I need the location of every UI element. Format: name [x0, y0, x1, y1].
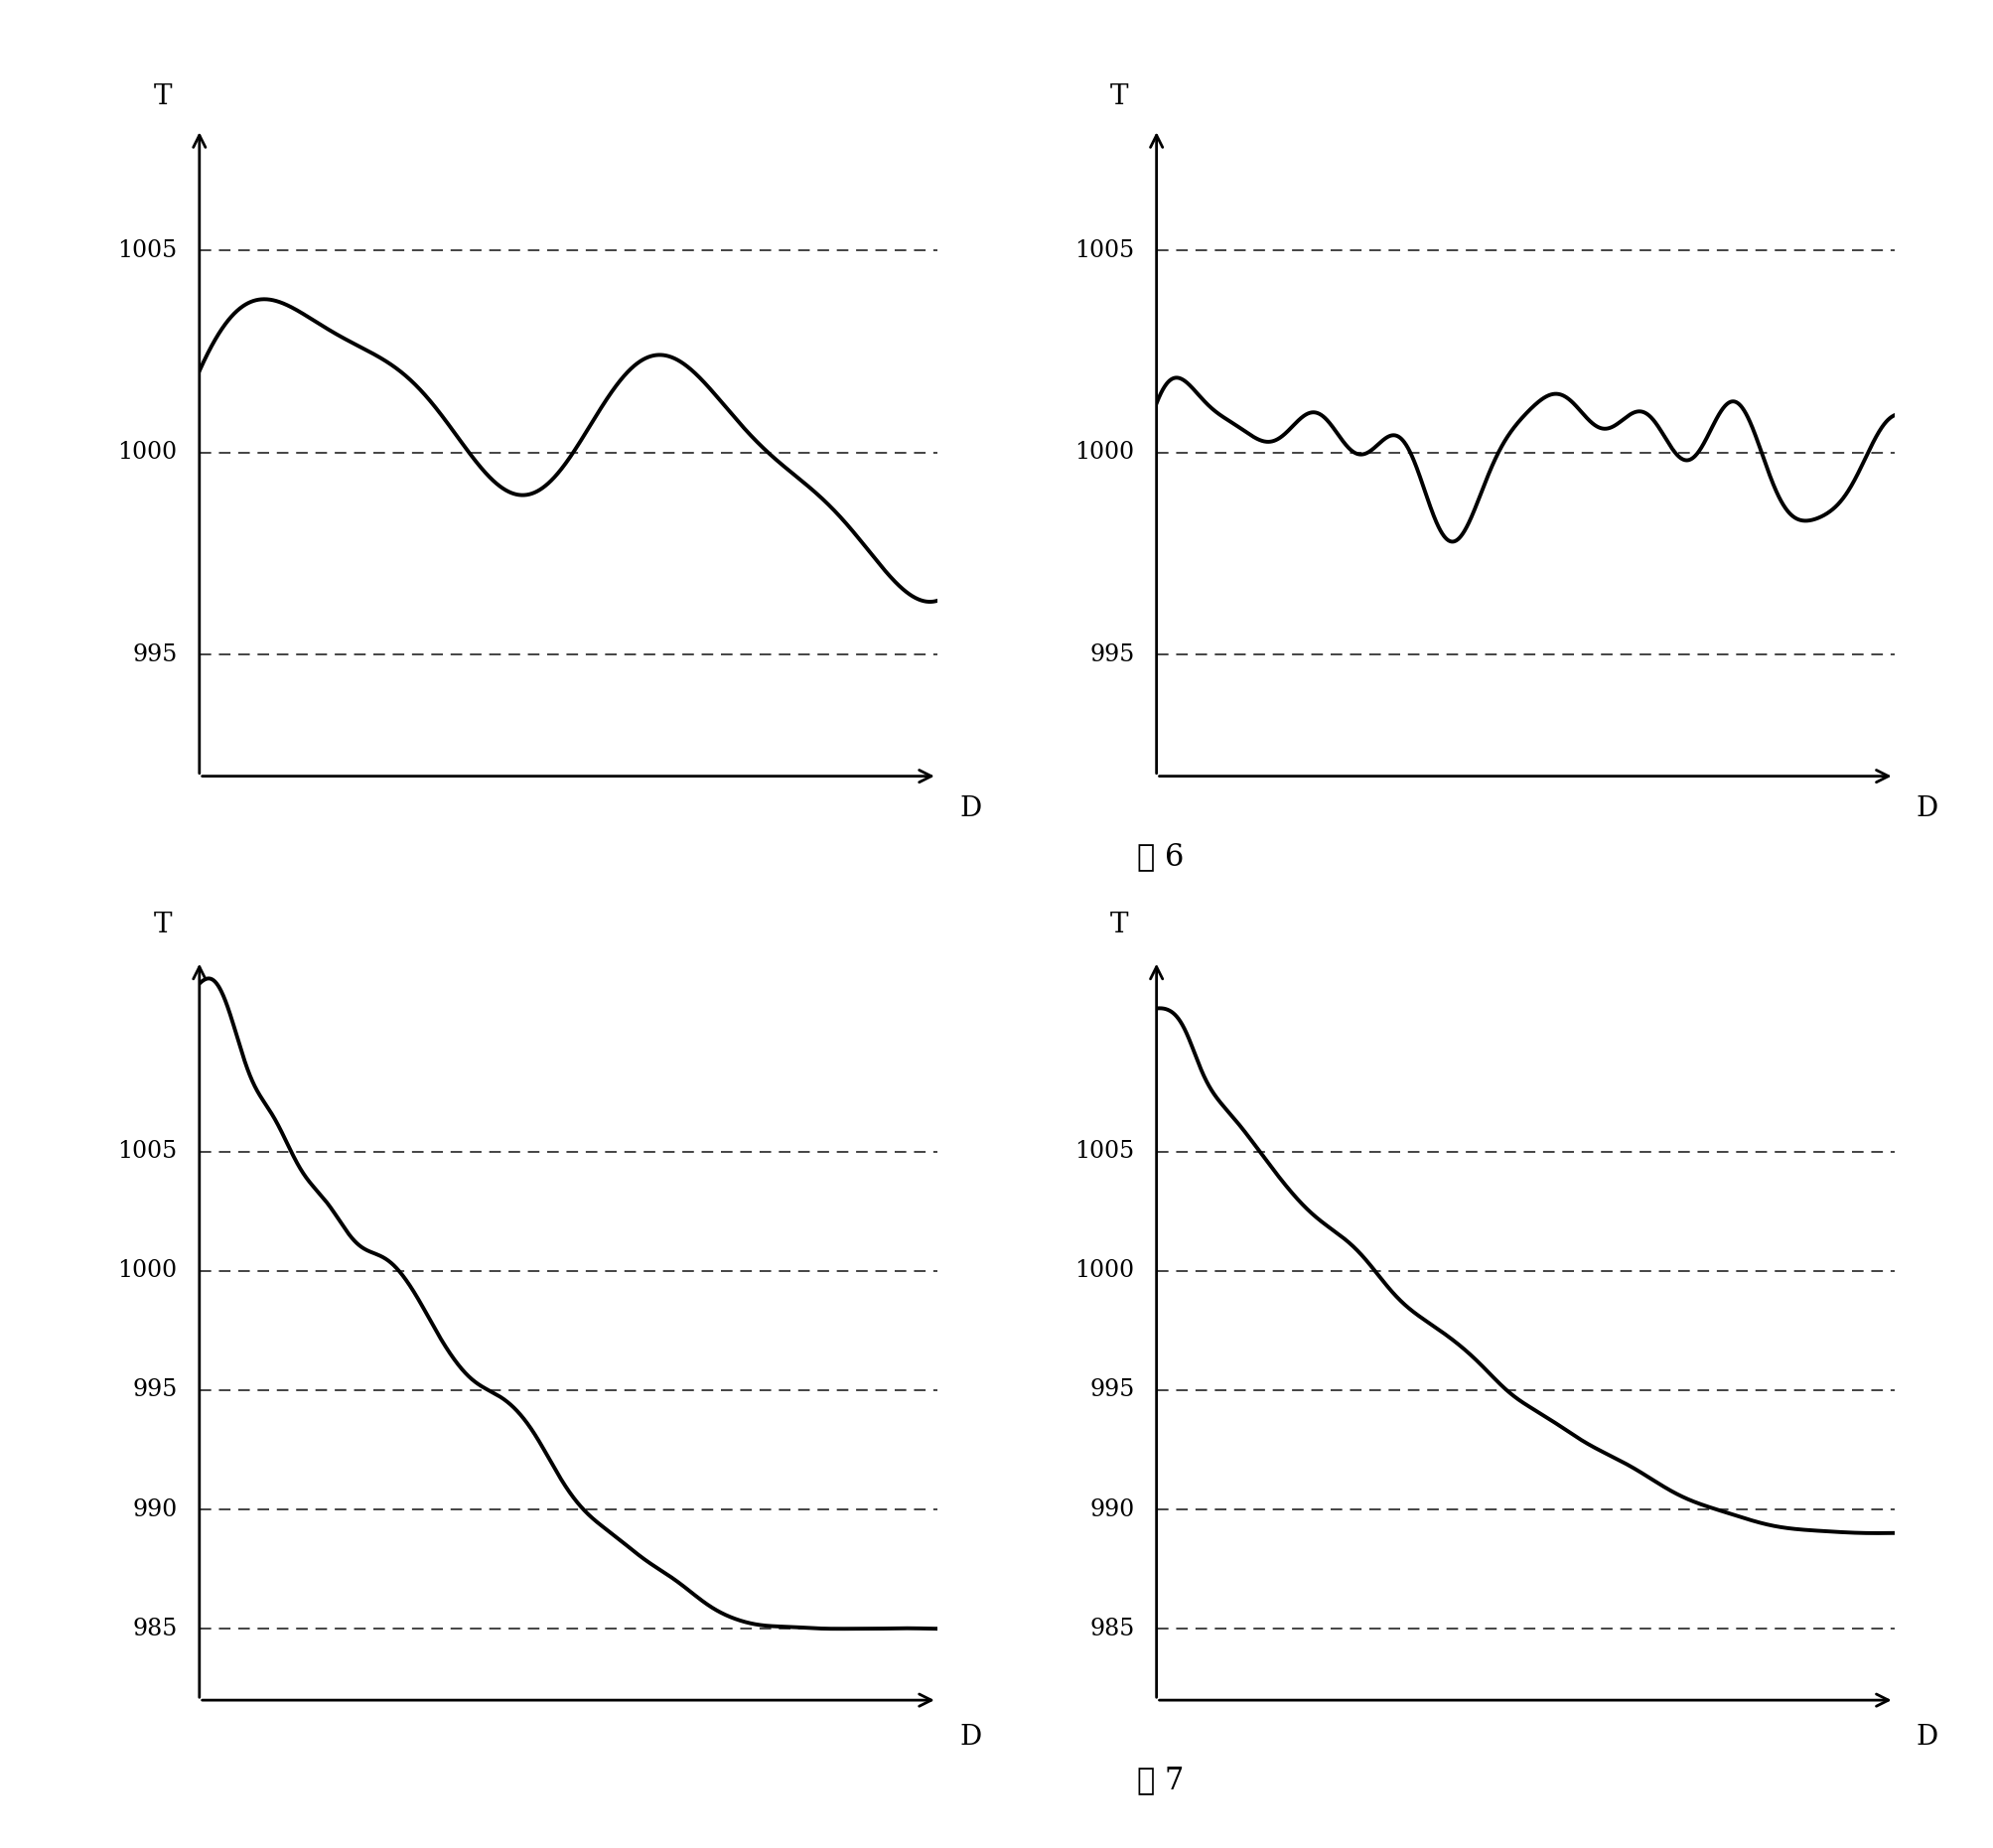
Text: 1000: 1000: [118, 1260, 177, 1283]
Text: 图 7: 图 7: [1136, 1765, 1184, 1796]
Text: 985: 985: [1088, 1617, 1134, 1639]
Text: T: T: [1110, 83, 1128, 111]
Text: T: T: [1110, 911, 1128, 939]
Text: D: D: [959, 1724, 981, 1750]
Text: 1000: 1000: [1074, 1260, 1134, 1283]
Text: 图 6: 图 6: [1136, 841, 1184, 872]
Text: 1000: 1000: [1074, 442, 1134, 464]
Text: 995: 995: [132, 643, 177, 667]
Text: 985: 985: [132, 1617, 177, 1639]
Text: 1005: 1005: [1074, 238, 1134, 262]
Text: D: D: [1915, 1724, 1937, 1750]
Text: 1005: 1005: [118, 238, 177, 262]
Text: 995: 995: [132, 1379, 177, 1401]
Text: 990: 990: [1088, 1499, 1134, 1521]
Text: T: T: [153, 83, 171, 111]
Text: 1000: 1000: [118, 442, 177, 464]
Text: 990: 990: [132, 1499, 177, 1521]
Text: 995: 995: [1088, 1379, 1134, 1401]
Text: D: D: [1915, 795, 1937, 822]
Text: 1005: 1005: [118, 1140, 177, 1162]
Text: T: T: [153, 911, 171, 939]
Text: 1005: 1005: [1074, 1140, 1134, 1162]
Text: D: D: [959, 795, 981, 822]
Text: 995: 995: [1088, 643, 1134, 667]
